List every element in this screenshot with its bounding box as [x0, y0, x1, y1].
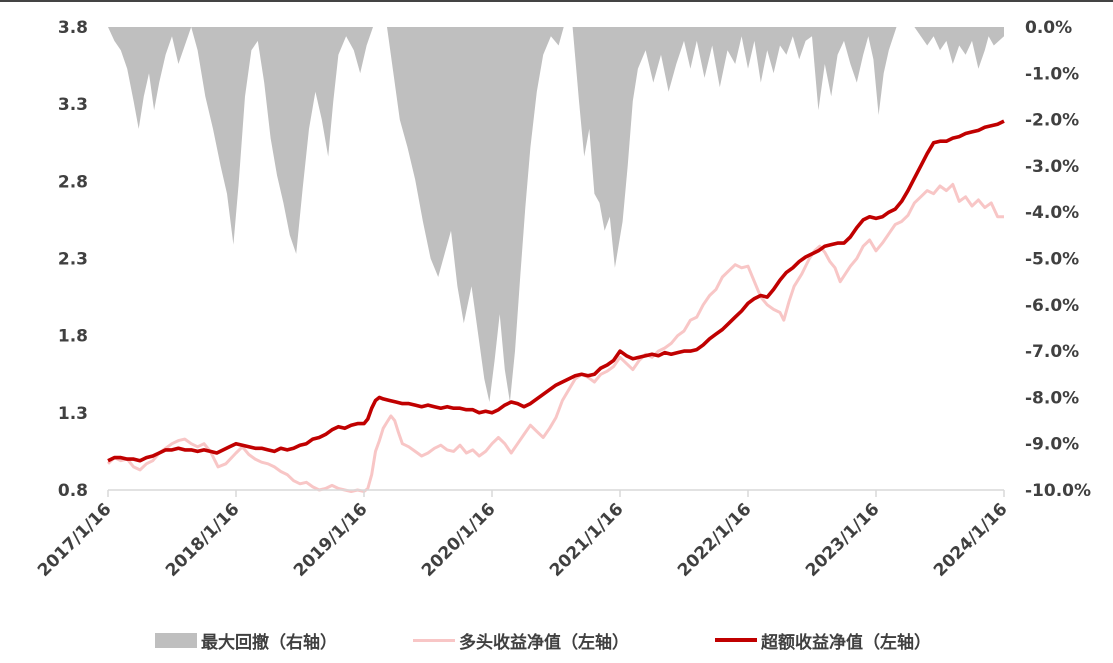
x-tick-label: 2021/1/16	[546, 499, 627, 580]
x-tick-label: 2023/1/16	[802, 499, 883, 580]
left-axis-tick-label: 2.8	[58, 172, 88, 192]
left-axis-tick-label: 1.3	[58, 404, 88, 424]
legend-swatch-excess-nav	[715, 638, 757, 642]
top-border	[0, 0, 1113, 2]
right-axis-tick-label: 0.0%	[1025, 18, 1072, 38]
right-axis-tick-label: -8.0%	[1025, 388, 1079, 408]
chart-canvas: 2017/1/16 2018/1/16 2019/1/16 2020/1/16 2021…	[34, 18, 1091, 581]
x-tick-label: 2019/1/16	[290, 499, 371, 580]
series-long-nav-line	[106, 182, 1004, 493]
series-excess-nav-line	[107, 119, 1005, 463]
right-axis-tick-label: -6.0%	[1025, 296, 1079, 316]
right-axis-tick-label: -4.0%	[1025, 203, 1079, 223]
left-axis-tick-label: 1.8	[58, 327, 88, 347]
x-tick-label: 2018/1/16	[162, 499, 243, 580]
right-axis-tick-label: -5.0%	[1025, 250, 1079, 270]
legend-item-long-nav: 多头收益净值（左轴）	[413, 626, 629, 654]
legend: 最大回撤（右轴） 多头收益净值（左轴） 超额收益净值（左轴）	[0, 626, 1113, 654]
legend-label-drawdown: 最大回撤（右轴）	[201, 632, 337, 653]
right-axis-tick-label: -7.0%	[1025, 342, 1079, 362]
left-axis-tick-label: 3.3	[58, 95, 88, 115]
left-axis-tick-label: 2.3	[58, 250, 88, 270]
left-axis-tick-label: 3.8	[58, 18, 88, 38]
legend-item-excess-nav: 超额收益净值（左轴）	[715, 626, 931, 654]
series-drawdown-area	[108, 27, 1004, 402]
x-tick-label: 2024/1/16	[930, 499, 1011, 580]
x-tick-label: 2017/1/16	[34, 499, 115, 580]
legend-label-excess-nav: 超额收益净值（左轴）	[761, 632, 931, 653]
x-tick-label: 2022/1/16	[674, 499, 755, 580]
legend-swatch-drawdown	[155, 632, 197, 648]
x-tick-label: 2020/1/16	[418, 499, 499, 580]
right-axis-tick-label: -9.0%	[1025, 435, 1079, 455]
legend-item-drawdown: 最大回撤（右轴）	[155, 626, 337, 654]
left-axis-tick-label: 0.8	[58, 481, 88, 501]
right-axis-tick-label: -10.0%	[1025, 481, 1091, 501]
legend-swatch-long-nav	[413, 638, 455, 642]
right-axis-tick-label: -2.0%	[1025, 111, 1079, 131]
right-axis-tick-label: -1.0%	[1025, 64, 1079, 84]
right-axis-tick-label: -3.0%	[1025, 157, 1079, 177]
legend-label-long-nav: 多头收益净值（左轴）	[459, 632, 629, 653]
